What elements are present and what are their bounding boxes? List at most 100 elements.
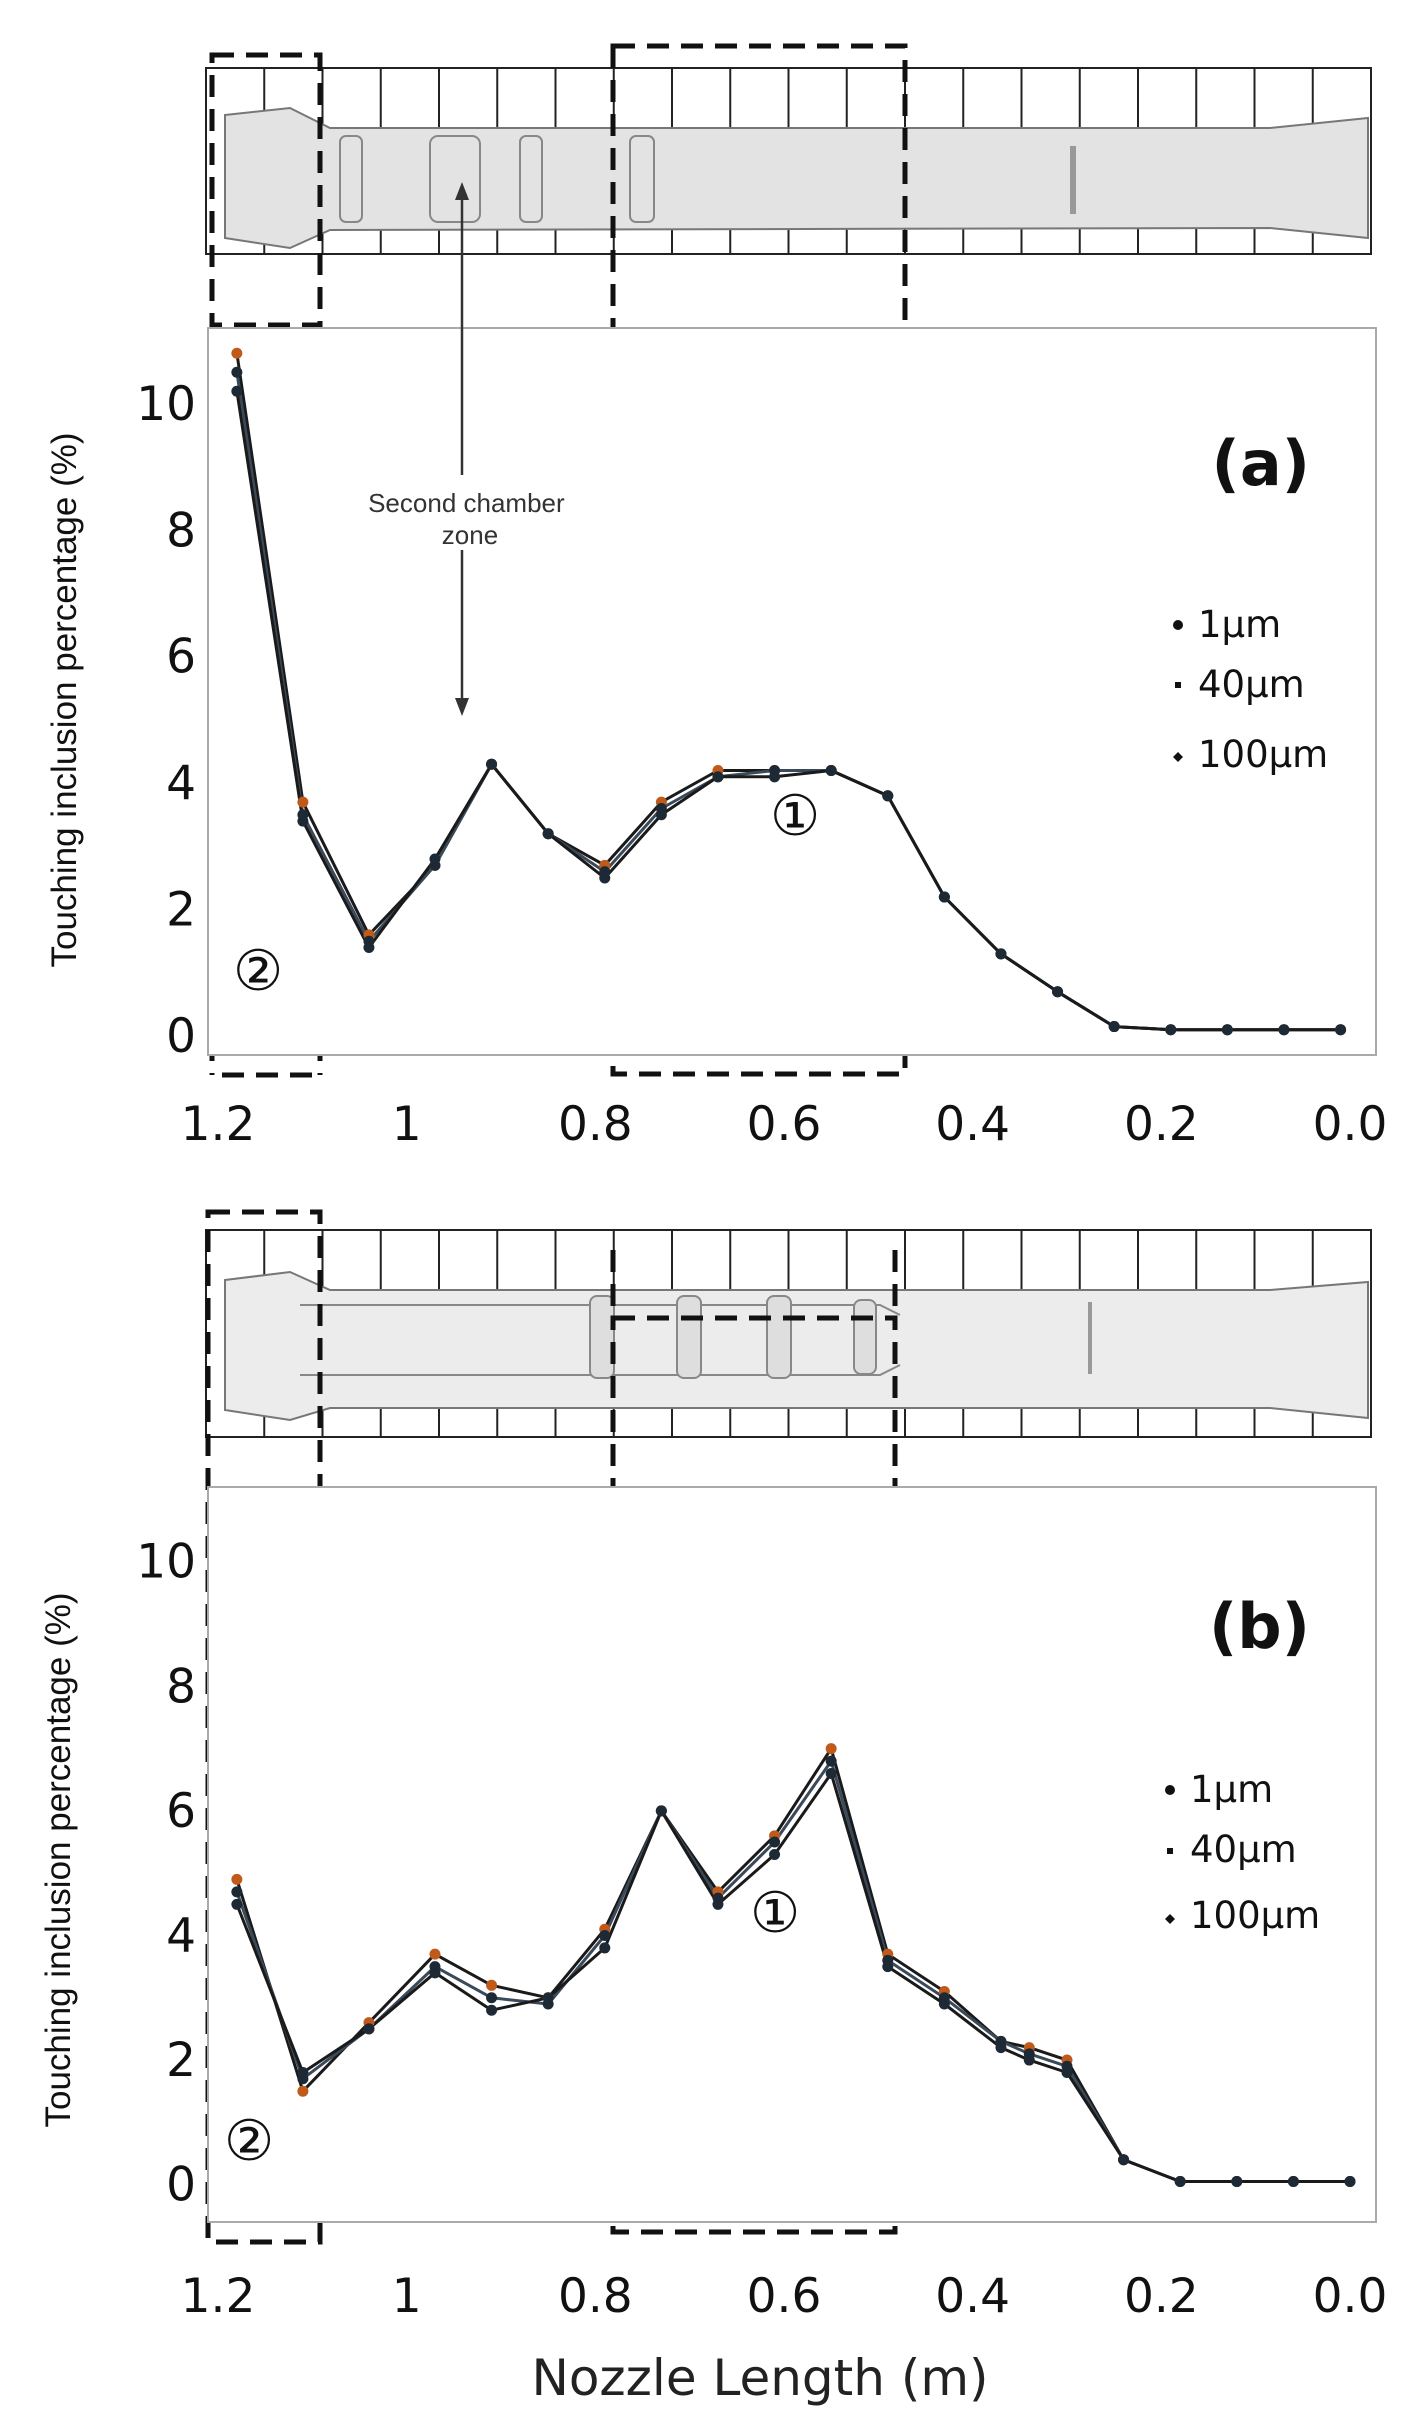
data-point-b-2-20 [1344,2176,1356,2188]
data-point-b-2-5 [542,1992,554,2004]
data-point-a-2-17 [1221,1024,1233,1036]
ytick-label-b-3: 6 [166,1784,196,1839]
xtick-label-a-1: 1 [392,1097,422,1152]
annotation-second-chamber: Second chamber zone [368,488,572,550]
plot-area-a [207,327,1377,1056]
xtick-label-b-1: 1 [392,2269,422,2324]
ylabel-a: Touching inclusion percentage (%) [45,432,84,967]
legend-label-40um-b: 40μm [1190,1828,1297,1871]
ytick-label-a-1: 2 [166,883,196,938]
nozzle-diagram-b [205,1229,1372,1438]
annotation-arrow-down [455,698,469,716]
zone1-label-a: ① [770,784,820,849]
data-point-b-0-4 [486,1979,498,1991]
data-point-b-2-15 [1061,2067,1073,2079]
data-point-a-2-13 [995,948,1007,960]
ytick-label-a-0: 0 [166,1009,196,1064]
zone2-label-b: ② [224,2109,274,2174]
data-point-a-2-1 [297,815,309,827]
xtick-label-a-6: 0.0 [1313,1097,1388,1152]
data-point-a-2-5 [542,828,554,840]
ytick-label-b-4: 8 [166,1659,196,1714]
xtick-label-a-0: 1.2 [181,1097,256,1152]
xtick-label-b-4: 0.4 [935,2269,1010,2324]
data-point-b-2-2 [363,2023,375,2035]
zone2-box-a [209,52,323,328]
data-point-b-0-0 [231,1873,243,1885]
ytick-label-a-2: 4 [166,756,196,811]
data-point-b-2-4 [486,2004,498,2016]
data-point-a-2-12 [938,891,950,903]
legend-marker-100um-b [1165,1914,1175,1924]
data-point-b-2-1 [297,2067,309,2079]
data-point-b-2-3 [429,1967,441,1979]
data-point-b-2-9 [769,1849,781,1860]
data-point-b-2-14 [1023,2054,1035,2066]
legend-label-100um-a: 100μm [1198,733,1328,776]
zone2-label-a: ② [233,939,283,1004]
nozzle-diagram-a [205,67,1372,255]
legend-b: 1μm 40μm 100μm [1165,1768,1320,1937]
data-point-a-2-16 [1165,1024,1177,1036]
xtick-label-a-4: 0.4 [935,1097,1010,1152]
data-point-b-2-17 [1174,2176,1186,2188]
legend-marker-40um-b [1167,1848,1173,1854]
data-point-b-2-10 [825,1768,837,1780]
data-point-b-2-19 [1287,2176,1299,2188]
legend-a: 1μm 40μm 100μm [1173,603,1328,776]
ytick-label-b-0: 0 [166,2158,196,2213]
xtick-label-b-5: 0.2 [1124,2269,1199,2324]
xtick-label-a-3: 0.6 [747,1097,822,1152]
annotation-line-1: Second chamber [368,488,565,518]
xlabel: Nozzle Length (m) [531,2349,988,2407]
data-point-b-2-18 [1231,2176,1243,2188]
plot-area-b [207,1486,1377,2223]
xtick-label-b-0: 1.2 [181,2269,256,2324]
data-point-a-2-10 [825,765,837,777]
data-point-b-1-10 [825,1755,837,1767]
ytick-label-b-1: 2 [166,2033,196,2088]
data-point-b-1-0 [231,1886,243,1898]
annotation-line-2: zone [442,520,498,550]
zone1-box-b [610,1315,898,2235]
data-point-b-1-9 [769,1836,781,1848]
xtick-label-b-6: 0.0 [1313,2269,1388,2324]
annotation-arrow-up [455,182,469,200]
legend-label-100um-b: 100μm [1190,1894,1320,1937]
data-point-b-2-12 [938,1998,950,2010]
ytick-label-a-5: 10 [136,377,196,432]
data-point-a-2-14 [1052,986,1064,998]
data-point-a-2-9 [769,771,781,783]
data-point-a-2-4 [486,758,498,770]
data-point-b-2-0 [231,1898,243,1910]
ytick-label-a-3: 6 [166,630,196,685]
data-point-a-2-19 [1335,1024,1347,1036]
data-point-b-0-3 [429,1948,441,1960]
data-point-a-2-15 [1108,1021,1120,1033]
chart-b: 0 2 4 6 8 10 1.2 1 0.8 0.6 0.4 0.2 0.0 [136,1535,1387,2324]
data-point-a-2-3 [429,853,441,865]
data-point-b-2-16 [1118,2154,1130,2166]
data-point-b-2-6 [599,1942,611,1954]
data-point-a-0-1 [297,796,309,808]
chart-a: 0 2 4 6 8 10 1.2 1 0.8 0.6 0.4 0.2 0.0 [136,347,1388,1152]
data-point-a-2-7 [655,809,667,821]
data-point-b-1-4 [486,1992,498,2004]
data-point-a-2-6 [599,872,611,884]
panel-label-a: (a) [1211,427,1310,500]
legend-label-1um-a: 1μm [1198,603,1281,646]
ytick-label-b-2: 4 [166,1908,196,1963]
panel-label-b: (b) [1209,1590,1310,1663]
series-line-a-2 [235,390,1341,1032]
ytick-label-a-4: 8 [166,503,196,558]
zone1-label-b: ① [750,1881,800,1946]
xtick-label-b-3: 0.6 [747,2269,822,2324]
legend-marker-100um-a [1173,752,1183,762]
ytick-label-b-5: 10 [136,1535,196,1590]
data-point-a-2-11 [882,790,894,802]
legend-marker-1um-a [1173,620,1183,630]
data-point-b-2-8 [712,1898,724,1910]
data-point-b-1-6 [599,1929,611,1941]
xtick-label-a-2: 0.8 [558,1097,633,1152]
